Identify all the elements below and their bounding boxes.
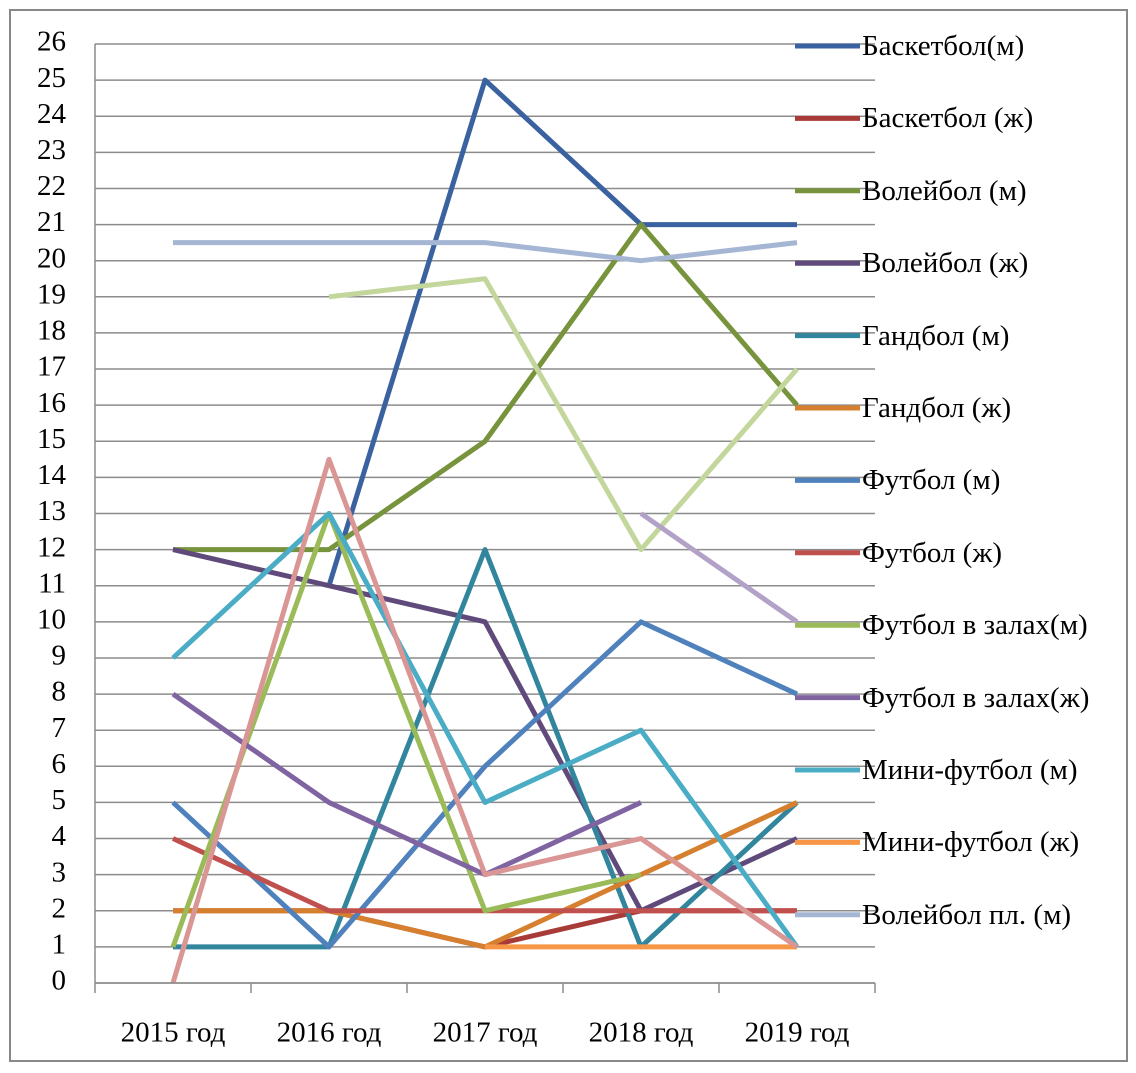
series-line — [328, 276, 799, 553]
y-tick-label: 17 — [37, 351, 66, 383]
series-line — [171, 511, 800, 949]
y-tick-label: 22 — [37, 170, 66, 202]
series-line — [171, 619, 799, 950]
y-tick-label: 23 — [37, 134, 66, 166]
y-tick-label: 20 — [37, 242, 66, 274]
x-tick-label: 2015 год — [121, 1017, 226, 1049]
x-tick-label: 2016 год — [277, 1017, 382, 1049]
legend-label: Волейбол (ж) — [862, 247, 1029, 280]
series-line — [170, 456, 799, 984]
y-tick-label: 9 — [52, 640, 67, 672]
x-tick-label: 2018 год — [589, 1017, 694, 1049]
y-tick-label: 5 — [52, 784, 67, 816]
series-line — [173, 222, 799, 553]
legend-label: Мини-футбол (ж) — [862, 826, 1080, 859]
y-tick-label: 3 — [52, 856, 67, 888]
series-line — [170, 511, 642, 948]
y-tick-label: 13 — [37, 495, 66, 527]
y-tick-label: 26 — [37, 26, 66, 58]
x-tick-label: 2017 год — [433, 1017, 538, 1049]
y-tick-label: 14 — [37, 459, 67, 491]
x-tick-label: 2019 год — [745, 1017, 850, 1049]
legend-label: Футбол (ж) — [862, 536, 1003, 569]
y-tick-label: 24 — [37, 98, 67, 130]
legend-label: Баскетбол(м) — [862, 30, 1025, 62]
y-tick-label: 12 — [37, 531, 66, 563]
y-tick-label: 11 — [38, 567, 66, 599]
y-tick-label: 4 — [52, 820, 67, 852]
y-tick-label: 8 — [52, 676, 67, 708]
legend-label: Баскетбол (ж) — [862, 102, 1034, 135]
y-tick-label: 6 — [52, 748, 67, 780]
y-tick-label: 7 — [52, 712, 67, 744]
legend-label: Футбол в залах(м) — [862, 609, 1088, 642]
legend-label: Футбол в залах(ж) — [862, 681, 1090, 714]
series-line — [326, 77, 797, 587]
series-line — [172, 547, 799, 914]
y-tick-label: 16 — [37, 387, 66, 419]
legend-label: Волейбол пл. (м) — [862, 898, 1072, 931]
y-tick-label: 18 — [37, 315, 66, 347]
axes: 0123456789101112131415161718192021222324… — [37, 26, 876, 1049]
y-tick-label: 19 — [37, 278, 66, 310]
y-tick-label: 10 — [37, 604, 66, 636]
y-tick-label: 25 — [37, 62, 66, 94]
series-line — [171, 692, 643, 878]
y-tick-label: 15 — [37, 423, 66, 455]
y-tick-label: 1 — [52, 929, 67, 961]
legend-label: Гандбол (м) — [862, 319, 1010, 352]
series-line — [173, 547, 799, 950]
legend-label: Волейбол (м) — [862, 174, 1027, 207]
series-line — [173, 240, 798, 264]
y-tick-label: 21 — [37, 206, 66, 238]
series-line — [639, 511, 799, 624]
legend-label: Футбол (м) — [862, 464, 1001, 497]
y-tick-label: 2 — [52, 892, 67, 924]
lines — [170, 77, 800, 984]
legend-label: Мини-футбол (м) — [862, 754, 1078, 786]
legend-label: Гандбол (ж) — [862, 392, 1012, 424]
y-tick-label: 0 — [52, 965, 67, 997]
